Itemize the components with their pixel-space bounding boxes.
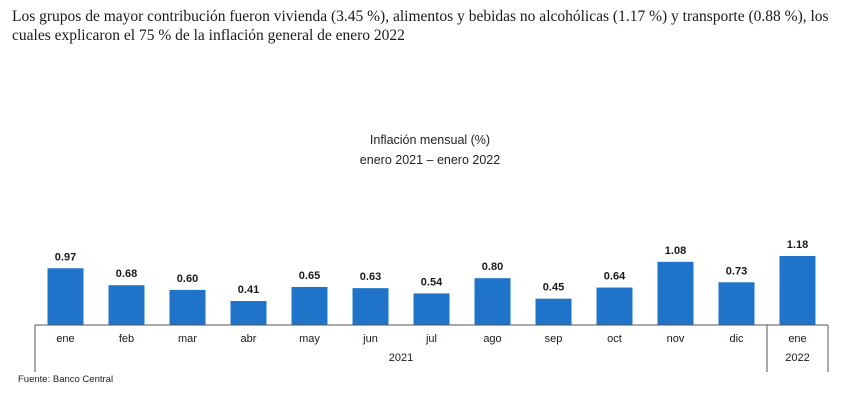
- bar-0: [47, 268, 84, 325]
- category-label-6: jul: [425, 333, 437, 345]
- data-label-7: 0.80: [482, 261, 503, 273]
- category-label-0: ene: [56, 333, 74, 345]
- year-label-1: 2022: [785, 352, 809, 364]
- chart-subtitle: enero 2021 – enero 2022: [359, 153, 501, 167]
- category-label-11: dic: [729, 333, 744, 345]
- bar-12: [779, 255, 816, 325]
- category-label-7: ago: [483, 333, 501, 345]
- chart-title: Inflación mensual (%): [369, 133, 491, 147]
- bar-10: [657, 261, 694, 325]
- category-label-9: oct: [607, 333, 622, 345]
- bar-8: [535, 298, 572, 325]
- category-label-8: sep: [545, 333, 563, 345]
- source-note: Fuente: Banco Central: [18, 374, 114, 385]
- category-label-4: may: [299, 333, 320, 345]
- category-label-3: abr: [241, 333, 257, 345]
- bar-1: [108, 285, 145, 325]
- data-label-9: 0.64: [604, 271, 626, 283]
- bar-4: [291, 286, 328, 325]
- data-label-0: 0.97: [55, 251, 76, 263]
- bar-5: [352, 288, 389, 325]
- data-label-3: 0.41: [238, 284, 259, 296]
- data-label-5: 0.63: [360, 271, 381, 283]
- data-label-10: 1.08: [665, 245, 686, 257]
- data-label-1: 0.68: [116, 268, 137, 280]
- category-label-1: feb: [119, 333, 134, 345]
- bar-6: [413, 293, 450, 325]
- category-label-5: jun: [362, 333, 378, 345]
- data-label-2: 0.60: [177, 273, 198, 285]
- data-label-4: 0.65: [299, 270, 320, 282]
- data-label-11: 0.73: [726, 265, 747, 277]
- bar-11: [718, 282, 755, 325]
- data-label-12: 1.18: [787, 239, 808, 251]
- bar-7: [474, 278, 511, 325]
- data-label-8: 0.45: [543, 282, 564, 294]
- bar-3: [230, 301, 267, 325]
- year-label-0: 2021: [389, 352, 413, 364]
- data-label-6: 0.54: [421, 276, 443, 288]
- category-label-2: mar: [178, 333, 197, 345]
- bar-2: [169, 289, 206, 325]
- category-label-12: ene: [788, 333, 806, 345]
- category-label-10: nov: [667, 333, 685, 345]
- headline: Los grupos de mayor contribución fueron …: [12, 8, 829, 44]
- bar-9: [596, 287, 633, 325]
